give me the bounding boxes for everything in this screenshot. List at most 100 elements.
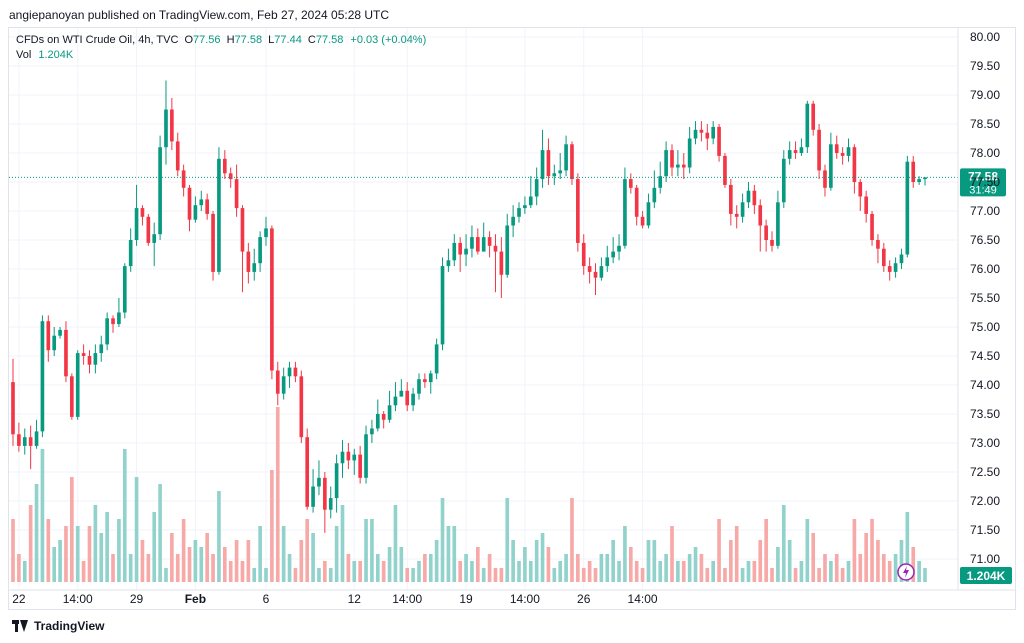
candle: [664, 141, 668, 182]
candle-body: [175, 141, 180, 171]
volume-bar: [305, 519, 310, 582]
candle: [646, 193, 651, 229]
candle: [611, 237, 615, 264]
x-tick-label: 14:00: [628, 592, 658, 606]
lightning-icon[interactable]: [897, 563, 915, 581]
candle-body: [17, 434, 21, 446]
volume-bar: [887, 561, 892, 582]
tradingview-footer[interactable]: TradingView: [12, 619, 104, 633]
volume-bar: [352, 561, 357, 582]
volume-bar: [546, 547, 551, 582]
y-tick-label: 74.00: [970, 378, 1000, 392]
candle-body: [540, 150, 545, 180]
volume-bar: [470, 561, 474, 582]
candle-body: [564, 144, 568, 171]
candle: [623, 167, 627, 249]
high-value: 77.58: [234, 34, 263, 46]
candle: [311, 469, 315, 513]
candle-body: [893, 263, 898, 272]
volume-bar: [264, 568, 268, 582]
candle: [458, 237, 462, 272]
candle-body: [434, 344, 439, 374]
candle-body: [899, 254, 904, 264]
candle-body: [234, 179, 239, 209]
x-tick-label: 6: [263, 592, 270, 606]
volume-bar: [923, 568, 927, 582]
y-tick-label: 79.00: [970, 88, 1000, 102]
volume-bar: [552, 568, 557, 582]
volume-bar: [275, 407, 280, 582]
candle-body: [428, 373, 433, 383]
candle: [505, 213, 510, 278]
y-tick-label: 75.50: [970, 291, 1000, 305]
candle: [764, 219, 768, 252]
candle: [811, 100, 816, 136]
volume-bar: [164, 568, 168, 582]
candle-body: [634, 187, 639, 217]
price-axis: 80.00 79.50 79.00 78.50 78.00 77.50 77.00 76.50…: [9, 28, 1015, 591]
candle: [605, 245, 610, 272]
candle: [852, 144, 857, 194]
candle-body: [734, 213, 739, 217]
candle-body: [305, 437, 310, 507]
candle-body: [411, 393, 415, 406]
volume-bar: [293, 568, 298, 582]
candle-body: [534, 179, 539, 197]
candle-body: [193, 205, 198, 220]
candle: [917, 176, 921, 185]
candle-body: [517, 208, 521, 217]
volume-bar: [370, 519, 374, 582]
tradingview-logo-icon: [12, 620, 28, 632]
volume-bar: [670, 526, 674, 582]
candle-body: [817, 129, 821, 171]
candle-body: [723, 155, 727, 185]
candle-body: [364, 434, 368, 478]
candle: [776, 190, 780, 249]
volume-bar: [317, 568, 321, 582]
candle-body: [881, 248, 886, 267]
candle: [540, 129, 545, 188]
candle-body: [152, 234, 157, 243]
volume-bar: [40, 449, 45, 582]
candle: [334, 454, 339, 513]
volume-bar: [411, 568, 415, 582]
candle: [493, 234, 498, 293]
volume-bar: [64, 526, 68, 582]
candle-body: [58, 329, 62, 336]
candle: [693, 121, 698, 145]
candle-body: [399, 390, 404, 397]
candle-body: [70, 376, 74, 417]
candle-body: [576, 179, 580, 243]
open-value: 77.56: [193, 34, 221, 46]
candle: [93, 344, 98, 374]
volume-bar: [858, 554, 863, 582]
x-tick-label: 26: [577, 592, 591, 606]
candle: [628, 173, 633, 194]
candle-body: [240, 208, 245, 252]
volume-bar: [758, 540, 763, 582]
candle-body: [11, 382, 15, 435]
candle: [587, 257, 592, 284]
candle: [452, 234, 457, 267]
x-tick-label: 12: [348, 592, 362, 606]
candle-body: [217, 158, 221, 272]
y-tick-label: 79.50: [970, 59, 1000, 73]
volume-bar: [11, 519, 15, 582]
candle-body: [81, 353, 86, 356]
volume-bar: [87, 526, 92, 582]
last-price-label: 77.58: [968, 169, 998, 183]
candle: [87, 350, 92, 374]
volume-bar: [387, 547, 392, 582]
candle-body: [181, 170, 186, 188]
volume-bar: [346, 554, 351, 582]
candle: [193, 196, 198, 223]
volume-bar: [752, 561, 757, 582]
volume-bar: [834, 554, 839, 582]
candle-body: [670, 150, 674, 168]
volume-bar: [311, 533, 315, 582]
volume-bar: [340, 505, 345, 582]
volume-bar: [811, 533, 816, 582]
candle-body: [864, 196, 868, 214]
volume-bar: [252, 568, 257, 582]
